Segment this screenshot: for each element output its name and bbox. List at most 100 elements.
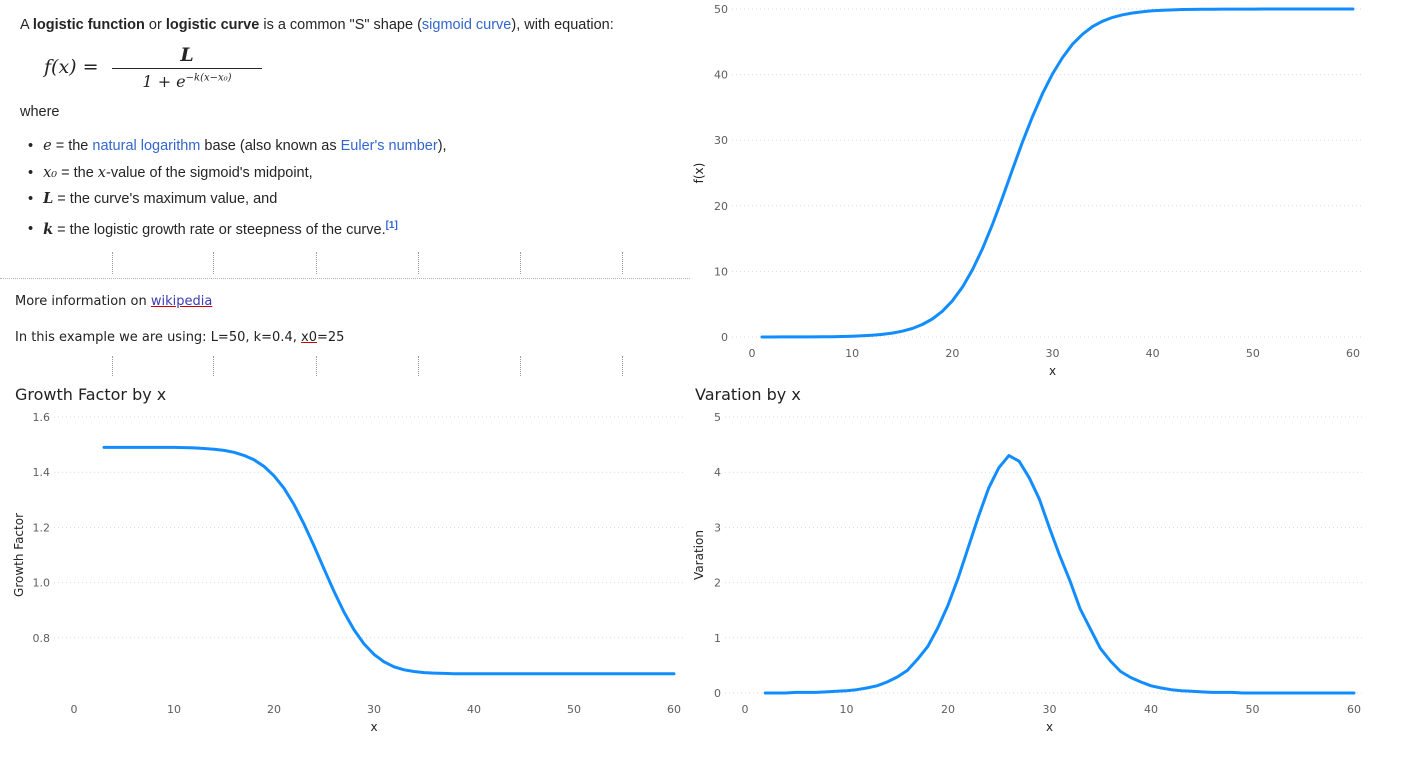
- x-tick-label: 20: [941, 703, 955, 716]
- y-tick-label: 0.8: [33, 632, 51, 645]
- x-tick-label: 30: [1043, 703, 1057, 716]
- x-axis-label: x: [370, 720, 377, 734]
- fraction-bar: [112, 68, 262, 69]
- column-divider: [418, 356, 420, 376]
- x-tick-label: 10: [845, 347, 859, 360]
- x-tick-label: 20: [267, 703, 281, 716]
- b4-text-a: = the logistic growth rate or steepness …: [53, 221, 386, 238]
- x-tick-label: 60: [667, 703, 681, 716]
- wikipedia-link[interactable]: wikipedia: [150, 294, 213, 309]
- list-item: k = the logistic growth rate or steepnes…: [28, 217, 447, 244]
- where-label: where: [20, 104, 60, 120]
- term-logistic-function: logistic function: [32, 17, 145, 33]
- denominator-exponent: −k(x−x₀): [185, 72, 232, 84]
- y-tick-label: 50: [714, 3, 728, 16]
- list-item: L = the curve's maximum value, and: [28, 190, 447, 217]
- intro-text-c: ), with equation:: [511, 17, 614, 33]
- y-tick-label: 5: [714, 411, 721, 424]
- column-divider: [622, 252, 624, 274]
- link-sigmoid-curve[interactable]: sigmoid curve: [421, 17, 512, 33]
- logistic-definition-card: A logistic function or logistic curve is…: [0, 0, 690, 240]
- formula-fraction: L 1 + e−k(x−x₀): [112, 44, 262, 91]
- x-tick-label: 30: [367, 703, 381, 716]
- series-line: [763, 454, 1356, 695]
- x-tick-label: 0: [749, 347, 756, 360]
- y-axis-label: Growth Factor: [12, 513, 26, 597]
- x-tick-label: 60: [1347, 703, 1361, 716]
- column-divider: [316, 252, 318, 274]
- series-line: [760, 7, 1355, 339]
- example-x0: x0: [301, 330, 317, 345]
- fx-chart: 0 10 20 30 40 50 0 10 20 30 40 50 60 x f(x): [692, 3, 1363, 378]
- list-item: e = the natural logarithm base (also kno…: [28, 137, 446, 164]
- variable-list: e = the natural logarithm base (also kno…: [28, 137, 447, 244]
- x-tick-label: 0: [71, 703, 78, 716]
- y-tick-label: 0: [721, 331, 728, 344]
- x-tick-label: 50: [1246, 347, 1260, 360]
- y-tick-label: 1: [714, 632, 721, 645]
- growth-chart-title: Growth Factor by x: [15, 385, 167, 404]
- more-info-prefix: More information on: [15, 294, 151, 309]
- y-axis-label: f(x): [692, 163, 706, 184]
- example-suffix: =25: [316, 330, 345, 345]
- column-divider: [112, 252, 114, 274]
- reference-link[interactable]: [1]: [385, 219, 398, 231]
- x-tick-label: 50: [1246, 703, 1260, 716]
- example-prefix: In this example we are using: L=50, k=0.…: [15, 330, 301, 345]
- x-tick-label: 40: [1146, 347, 1160, 360]
- list-item: x₀ = the x-value of the sigmoid's midpoi…: [28, 164, 447, 191]
- y-tick-label: 20: [714, 200, 728, 213]
- b2-text-a: = the: [57, 164, 98, 181]
- formula-denominator: 1 + e−k(x−x₀): [112, 72, 262, 91]
- x-tick-label: 20: [945, 347, 959, 360]
- b2-text-b: -value of the sigmoid's midpoint,: [105, 164, 313, 181]
- y-tick-label: 2: [714, 577, 721, 590]
- section-divider: [0, 278, 690, 279]
- column-divider: [213, 252, 215, 274]
- y-tick-label: 1.2: [33, 521, 51, 534]
- y-tick-label: 0: [714, 687, 721, 700]
- column-divider: [418, 252, 420, 274]
- more-info-text: More information on wikipedia: [15, 294, 212, 309]
- b1-text-a: = the: [51, 138, 93, 154]
- y-tick-label: 4: [714, 466, 721, 479]
- example-params-text: In this example we are using: L=50, k=0.…: [15, 330, 344, 345]
- variation-chart-title: Varation by x: [695, 385, 801, 404]
- column-divider: [622, 356, 624, 376]
- var-L: L: [43, 190, 54, 207]
- x-tick-label: 60: [1346, 347, 1360, 360]
- column-divider: [213, 356, 215, 376]
- x-tick-label: 10: [840, 703, 854, 716]
- link-eulers-number[interactable]: Euler's number: [340, 138, 438, 154]
- y-tick-label: 30: [714, 134, 728, 147]
- var-x0: x₀: [43, 164, 58, 181]
- x-tick-label: 30: [1046, 347, 1060, 360]
- column-divider: [112, 356, 114, 376]
- x-tick-label: 50: [567, 703, 581, 716]
- y-axis-label: Varation: [692, 530, 706, 580]
- var-x: x: [97, 164, 106, 181]
- x-axis-label: x: [1049, 364, 1056, 378]
- x-tick-label: 10: [167, 703, 181, 716]
- x-tick-label: 40: [467, 703, 481, 716]
- x-tick-label: 40: [1144, 703, 1158, 716]
- y-tick-label: 40: [714, 69, 728, 82]
- intro-text-b: is a common "S" shape (: [259, 17, 422, 33]
- column-divider: [520, 356, 522, 376]
- y-tick-label: 10: [714, 265, 728, 278]
- formula-lhs: f(x) =: [44, 56, 99, 78]
- intro-sentence: A logistic function or logistic curve is…: [20, 17, 614, 33]
- formula-numerator: L: [180, 44, 194, 66]
- x-tick-label: 0: [742, 703, 749, 716]
- b3-text-a: = the curve's maximum value, and: [53, 191, 278, 207]
- y-tick-label: 3: [714, 521, 721, 534]
- denominator-base: 1 + e: [142, 72, 186, 91]
- var-e: e: [43, 138, 52, 154]
- b1-text-b: base (also known as: [200, 138, 341, 154]
- y-tick-label: 1.4: [33, 466, 51, 479]
- series-line: [102, 445, 676, 676]
- x-axis-label: x: [1046, 720, 1053, 734]
- term-logistic-curve: logistic curve: [165, 17, 260, 33]
- link-natural-logarithm[interactable]: natural logarithm: [92, 138, 201, 154]
